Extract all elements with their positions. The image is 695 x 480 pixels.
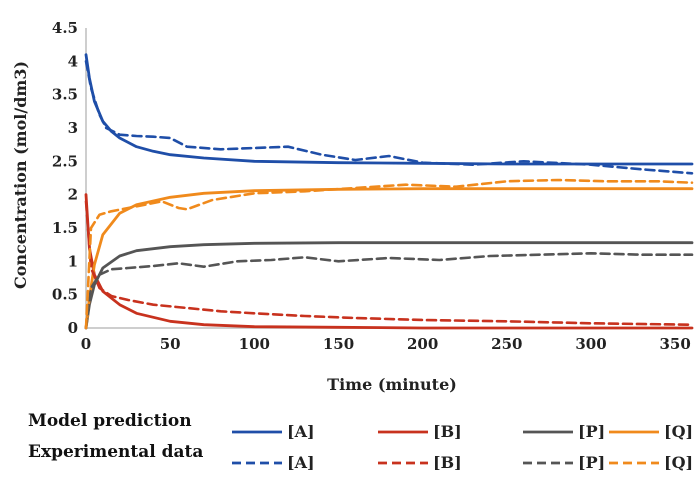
legend-entry-label: [P] xyxy=(578,422,605,441)
series-layer xyxy=(84,53,694,330)
x-axis-title: Time (minute) xyxy=(327,375,457,394)
x-tick-label: 0 xyxy=(81,335,91,353)
x-tick-label: 300 xyxy=(575,335,606,353)
legend-row-label: Model prediction xyxy=(28,411,192,431)
x-tick-label: 350 xyxy=(660,335,691,353)
y-axis-title: Concentration (mol/dm3) xyxy=(11,61,30,289)
legend-entry-label: [Q] xyxy=(664,422,693,441)
legend-entry-label: [B] xyxy=(433,453,462,472)
legend-entry-label: [B] xyxy=(433,422,462,441)
legend: Model prediction [A] [B] [P] [Q] Experimental… xyxy=(28,411,693,472)
series-line-experimental-a xyxy=(84,59,694,175)
series-line-model-p xyxy=(84,241,694,330)
y-tick-label: 2.5 xyxy=(52,152,78,170)
y-tick-label: 0.5 xyxy=(52,286,78,304)
legend-row-label: Experimental data xyxy=(28,442,203,462)
x-tick-label: 100 xyxy=(239,335,270,353)
x-tick-label: 50 xyxy=(160,335,181,353)
y-axis-ticks: 0 0.5 1 1.5 2 2.5 3 3.5 4 4.5 xyxy=(52,19,78,337)
x-tick-label: 150 xyxy=(323,335,354,353)
y-tick-label: 3.5 xyxy=(52,86,78,104)
y-tick-label: 1 xyxy=(68,252,78,270)
y-tick-label: 4.5 xyxy=(52,19,78,37)
x-tick-label: 200 xyxy=(407,335,438,353)
series-line-experimental-q xyxy=(84,178,694,330)
y-tick-label: 0 xyxy=(68,319,78,337)
y-tick-label: 4 xyxy=(68,52,78,70)
y-tick-label: 1.5 xyxy=(52,219,78,237)
series-line-experimental-p xyxy=(84,252,694,330)
legend-entry-label: [A] xyxy=(287,453,315,472)
y-tick-label: 2 xyxy=(68,186,78,204)
legend-entry-label: [Q] xyxy=(664,453,693,472)
x-axis-ticks: 0 50 100 150 200 250 300 350 xyxy=(81,335,691,353)
series-line-model-a xyxy=(84,53,694,166)
y-tick-label: 3 xyxy=(68,119,78,137)
x-tick-label: 250 xyxy=(491,335,522,353)
legend-entry-label: [A] xyxy=(287,422,315,441)
series-line-model-q xyxy=(84,187,694,330)
legend-entry-label: [P] xyxy=(578,453,605,472)
series-line-experimental-b xyxy=(84,200,694,327)
